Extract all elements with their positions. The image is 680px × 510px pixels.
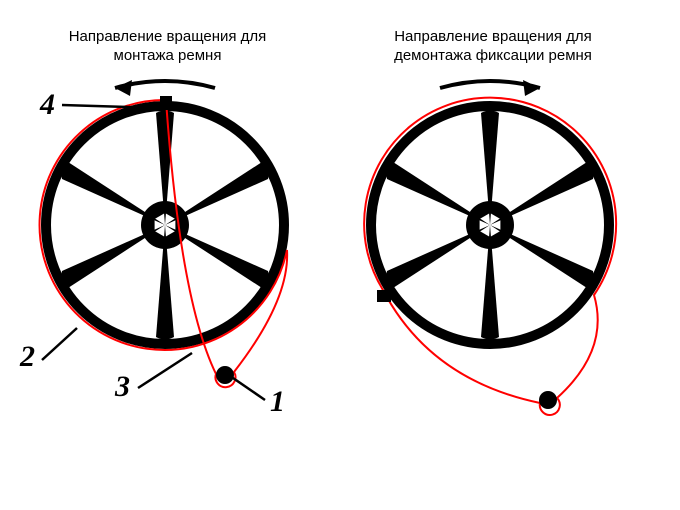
- belt-tab-left: [160, 96, 172, 110]
- small-pulley-right: [539, 391, 557, 409]
- small-pulley-left: [216, 366, 234, 384]
- rotation-arrow-right: [440, 80, 540, 96]
- pulley-right: [371, 106, 609, 344]
- diagram-svg: [0, 0, 680, 510]
- pulley-left: [46, 106, 284, 344]
- rotation-arrow-left: [115, 80, 215, 96]
- belt-tab-right: [377, 290, 391, 302]
